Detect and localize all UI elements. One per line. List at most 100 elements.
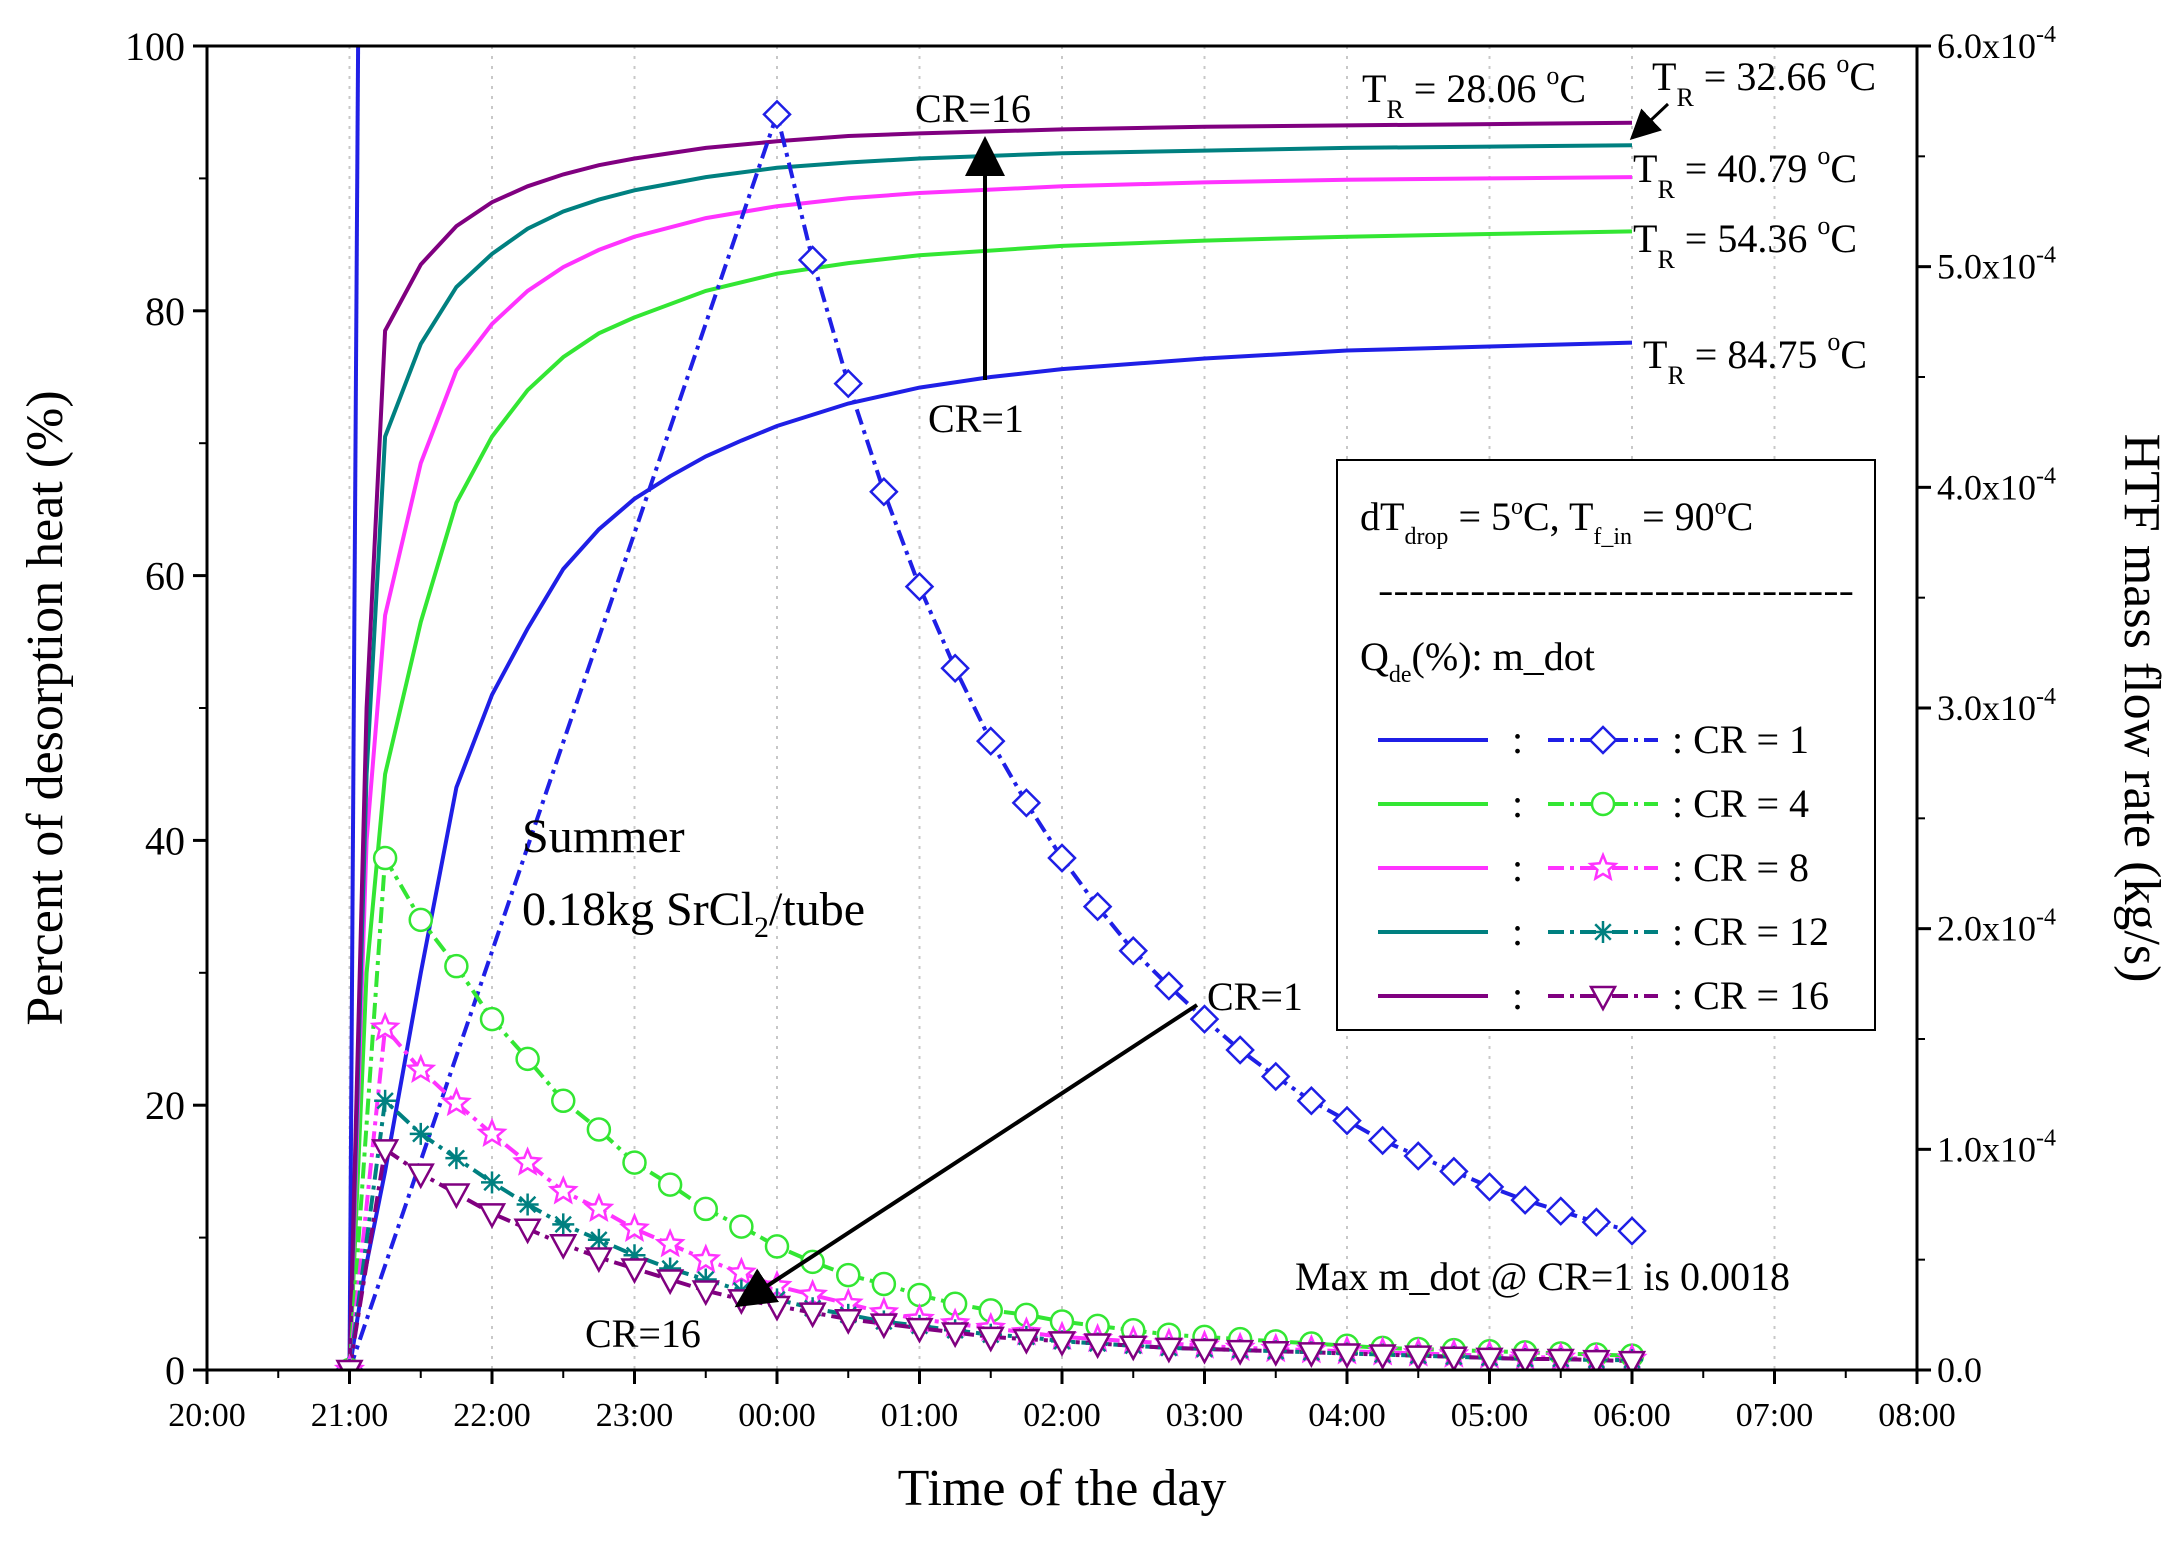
marker-triangle-down bbox=[1012, 1328, 1041, 1355]
y-right-tick-label: 4.0x10-4 bbox=[1937, 463, 2056, 507]
marker-circle bbox=[408, 907, 433, 933]
marker-diamond bbox=[1011, 788, 1042, 818]
x-tick-label: 00:00 bbox=[738, 1397, 815, 1434]
marker-triangle-down bbox=[1511, 1348, 1540, 1370]
marker-triangle-down bbox=[976, 1326, 1005, 1353]
marker-triangle-down bbox=[1332, 1343, 1362, 1370]
legend-header: Qde(%): m_dot bbox=[1360, 634, 1595, 688]
y-right-tick-exponent: -4 bbox=[2036, 22, 2056, 48]
marker-triangle-down bbox=[1154, 1337, 1183, 1364]
marker-asterisk bbox=[587, 1228, 610, 1251]
qde-line bbox=[347, 120, 1633, 1370]
x-tick-label: 06:00 bbox=[1593, 1397, 1670, 1434]
y-left-tick-label: 100 bbox=[125, 24, 185, 69]
marker-asterisk-stroke bbox=[518, 1195, 537, 1214]
marker-star bbox=[512, 1146, 544, 1176]
marker-circle bbox=[693, 1196, 718, 1222]
tick-labels: 20:00 21:00 22:00 23:00 00:00 01:00 02:00 03:00… bbox=[125, 22, 2056, 1434]
y-right-tick-exponent: -4 bbox=[2036, 905, 2056, 931]
tr-label: TR = 84.75 oC bbox=[1643, 327, 1867, 390]
x-tick-label: 21:00 bbox=[311, 1397, 388, 1434]
marker-diamond bbox=[1439, 1156, 1469, 1187]
marker-star bbox=[619, 1212, 650, 1242]
marker-diamond bbox=[833, 368, 864, 399]
mass-label: 0.18kg SrCl2/tube bbox=[522, 883, 865, 944]
marker-triangle-down bbox=[620, 1258, 649, 1285]
qde-line bbox=[347, 340, 1633, 1370]
marker-asterisk-stroke bbox=[376, 1092, 394, 1110]
y-axis-right-title: HTF mass flow rate (kg/s) bbox=[2113, 434, 2170, 983]
tr-label: TR = 28.06 oC bbox=[1362, 61, 1586, 124]
y-right-tick-mantissa: 3.0x10 bbox=[1937, 688, 2036, 728]
cr16-top-label: CR=16 bbox=[915, 86, 1031, 131]
max-mdot-note: Max m_dot @ CR=1 is 0.0018 bbox=[1295, 1254, 1790, 1299]
marker-star bbox=[547, 1175, 579, 1205]
marker-triangle-down bbox=[1404, 1345, 1433, 1370]
tr-label-part: T bbox=[1362, 66, 1386, 111]
marker-triangle-down bbox=[1582, 1349, 1611, 1370]
tr-label: TR = 40.79 oC bbox=[1633, 141, 1857, 204]
legend-item-label: : CR = 1 bbox=[1672, 717, 1809, 762]
x-axis-title: Time of the day bbox=[898, 1460, 1227, 1517]
tr-label-part: o bbox=[1827, 327, 1840, 356]
marker-star bbox=[1587, 851, 1619, 882]
y-right-tick-exponent: -4 bbox=[2036, 463, 2056, 489]
marker-circle bbox=[907, 1282, 932, 1308]
marker-triangle-down bbox=[513, 1218, 542, 1245]
qde-line bbox=[347, 229, 1633, 1370]
legend: dTdrop = 5oC, Tf_in = 90oC -------------… bbox=[1336, 459, 1876, 1031]
marker-circle bbox=[1590, 791, 1616, 817]
marker-asterisk bbox=[445, 1147, 468, 1170]
x-tick-label: 05:00 bbox=[1451, 1397, 1528, 1434]
tr-label-part: o bbox=[1817, 141, 1830, 170]
mass-label-suffix: /tube bbox=[769, 883, 865, 936]
legend-separator: : bbox=[1512, 717, 1523, 762]
x-tick-label: 01:00 bbox=[881, 1397, 958, 1434]
y-right-tick-mantissa: 4.0x10 bbox=[1937, 467, 2036, 507]
marker-star bbox=[476, 1117, 508, 1148]
legend-separator: : bbox=[1512, 973, 1523, 1018]
marker-diamond bbox=[1189, 1004, 1220, 1034]
marker-circle bbox=[372, 845, 398, 871]
marker-asterisk-stroke bbox=[554, 1215, 572, 1234]
marker-diamond bbox=[1617, 1216, 1647, 1246]
series-markers bbox=[333, 99, 1648, 1370]
legend-item-label: : CR = 4 bbox=[1672, 781, 1809, 826]
cr1-right-label: CR=1 bbox=[1207, 974, 1303, 1019]
marker-triangle-down bbox=[1368, 1344, 1397, 1370]
marker-asterisk-stroke bbox=[412, 1125, 430, 1143]
tr-label-part: R bbox=[1667, 361, 1685, 390]
y-right-tick-mantissa: 0.0 bbox=[1937, 1350, 1982, 1390]
marker-triangle-down bbox=[834, 1308, 863, 1335]
marker-asterisk bbox=[409, 1122, 432, 1145]
marker-asterisk bbox=[374, 1089, 397, 1112]
marker-asterisk-stroke bbox=[1594, 923, 1612, 941]
mass-label-sub: 2 bbox=[754, 911, 769, 944]
marker-triangle-down bbox=[584, 1247, 613, 1274]
marker-asterisk bbox=[1592, 921, 1614, 943]
marker-star bbox=[405, 1053, 437, 1084]
marker-triangle-down bbox=[1439, 1346, 1468, 1370]
y-right-tick-mantissa: 6.0x10 bbox=[1937, 26, 2036, 66]
marker-diamond bbox=[1545, 1196, 1576, 1226]
marker-diamond bbox=[904, 571, 935, 602]
marker-triangle-down bbox=[1226, 1339, 1255, 1366]
tr-label-part: R bbox=[1676, 83, 1694, 112]
marker-star bbox=[440, 1086, 472, 1117]
tr-label-part: T bbox=[1633, 146, 1657, 191]
cr16-bottom-label: CR=16 bbox=[585, 1311, 701, 1356]
marker-circle bbox=[871, 1271, 897, 1297]
tr-label-part: = 84.75 bbox=[1685, 332, 1828, 377]
marker-triangle-down bbox=[1119, 1335, 1148, 1362]
marker-star bbox=[654, 1227, 686, 1258]
qde-line bbox=[347, 143, 1633, 1370]
marker-triangle-down bbox=[442, 1183, 471, 1210]
marker-diamond bbox=[1118, 935, 1149, 966]
tr-label-part: = 54.36 bbox=[1675, 216, 1818, 261]
marker-circle bbox=[764, 1234, 790, 1259]
x-tick-label: 20:00 bbox=[168, 1397, 245, 1434]
marker-circle bbox=[836, 1262, 861, 1288]
marker-diamond bbox=[1260, 1061, 1291, 1092]
marker-triangle-down bbox=[1588, 985, 1618, 1012]
marker-triangle-down bbox=[1083, 1333, 1112, 1360]
